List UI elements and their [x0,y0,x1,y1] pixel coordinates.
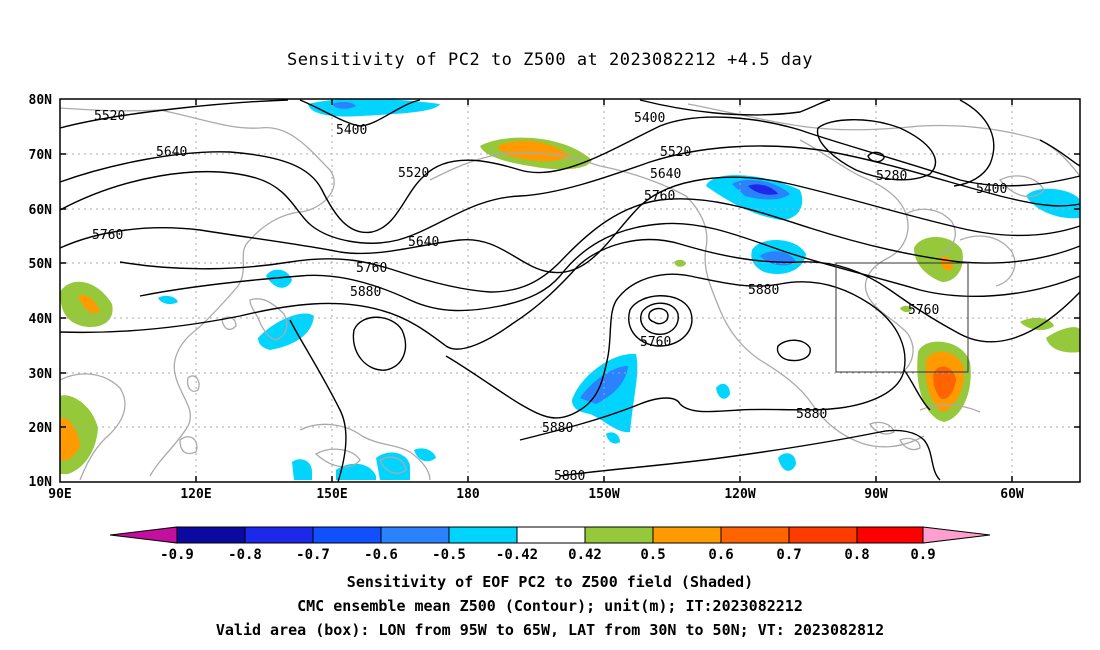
shade-negative [414,448,436,462]
colorbar-swatch [312,526,382,544]
caption-line-3: Valid area (box): LON from 95W to 65W, L… [215,621,885,639]
contour-label: 5520 [660,145,691,160]
contour-label: 5880 [748,283,779,298]
colorbar-label: -0.9 [160,547,194,563]
lat-label: 10N [29,475,53,490]
lat-label: 40N [29,312,53,327]
shade-negative [580,366,628,404]
shade-negative [748,184,778,195]
contour-label: 5400 [336,123,367,138]
colorbar-swatch [244,526,314,544]
colorbar-labels: -0.9 -0.8 -0.7 -0.6 -0.5 -0.42 0.42 0.5 … [160,547,936,563]
shade-positive [1020,317,1054,331]
shade-positive [60,417,80,461]
lon-label: 180 [456,487,480,502]
lon-label: 150E [316,487,347,502]
colorbar-label: -0.6 [364,547,398,563]
colorbar-label: -0.8 [228,547,262,563]
colorbar [109,526,991,544]
colorbar-label: 0.6 [708,547,733,563]
contour-label: 5760 [640,335,671,350]
contour-label: 5760 [644,189,675,204]
colorbar-swatch [380,526,450,544]
lat-label: 70N [29,148,53,163]
lon-label: 150W [588,487,619,502]
contour-label: 5640 [408,235,439,250]
colorbar-swatch [176,526,246,544]
shade-positive [933,366,956,400]
caption-line-1: Sensitivity of EOF PC2 to Z500 field (Sh… [346,573,754,591]
contour-label: 5520 [94,109,125,124]
shade-negative [716,383,730,399]
map-frame [59,98,1081,483]
shade-negative [158,295,178,305]
contour-labels: 5520 5400 5400 5640 5520 5520 5640 5760 … [92,109,1007,484]
colorbar-label: 0.7 [776,547,801,563]
colorbar-swatch [516,526,586,544]
longitude-labels: 90E 120E 150E 180 150W 120W 90W 60W [48,487,1024,502]
contour-label: 5520 [398,166,429,181]
lon-label: 60W [1000,487,1024,502]
contour-label: 5880 [542,421,573,436]
z500-contours [59,99,1081,483]
colorbar-label: -0.42 [496,547,538,563]
contour-label: 5640 [650,167,681,182]
lat-label: 20N [29,421,53,436]
ticks [60,99,1080,482]
colorbar-swatch [856,526,924,544]
shade-negative [1026,188,1080,219]
colorbar-label: 0.42 [568,547,602,563]
contour-label: 5280 [876,169,907,184]
lon-label: 120E [180,487,211,502]
colorbar-swatch [922,526,991,544]
colorbar-swatch [652,526,722,544]
lon-label: 90E [48,487,71,502]
contour-label: 5400 [976,182,1007,197]
contour-label: 5640 [156,145,187,160]
shade-negative [292,459,312,480]
chart-title: Sensitivity of PC2 to Z500 at 2023082212… [286,50,813,70]
latitude-labels: 80N 70N 60N 50N 40N 30N 20N 10N [29,93,53,490]
shade-negative [332,101,356,109]
colorbar-swatch [448,526,518,544]
colorbar-swatch [720,526,790,544]
shade-positive [900,305,912,313]
colorbar-swatch [109,526,178,544]
lat-label: 80N [29,93,53,108]
contour-label: 5880 [796,407,827,422]
colorbar-label: 0.5 [640,547,665,563]
lon-label: 90W [864,487,888,502]
shade-positive [78,294,100,314]
lon-label: 120W [724,487,755,502]
shade-negative [606,432,620,444]
lat-label: 50N [29,257,53,272]
contour-label: 5880 [350,285,381,300]
shade-negative [778,453,796,471]
contour-label: 5760 [908,303,939,318]
shade-positive [1046,327,1080,353]
caption-line-2: CMC ensemble mean Z500 (Contour); unit(m… [297,597,803,615]
contour-label: 5760 [92,228,123,243]
shade-negative [336,463,376,480]
contour-label: 5760 [356,261,387,276]
contour-label: 5880 [554,469,585,484]
contour-label: 5400 [634,111,665,126]
colorbar-swatch [584,526,654,544]
colorbar-label: -0.5 [432,547,466,563]
valid-area-box [835,262,969,373]
colorbar-label: -0.7 [296,547,330,563]
colorbar-label: 0.9 [910,547,935,563]
colorbar-swatch [788,526,858,544]
shade-positive [498,140,570,162]
shade-negative [266,269,292,288]
lat-label: 30N [29,367,53,382]
colorbar-label: 0.8 [844,547,869,563]
lat-label: 60N [29,203,53,218]
